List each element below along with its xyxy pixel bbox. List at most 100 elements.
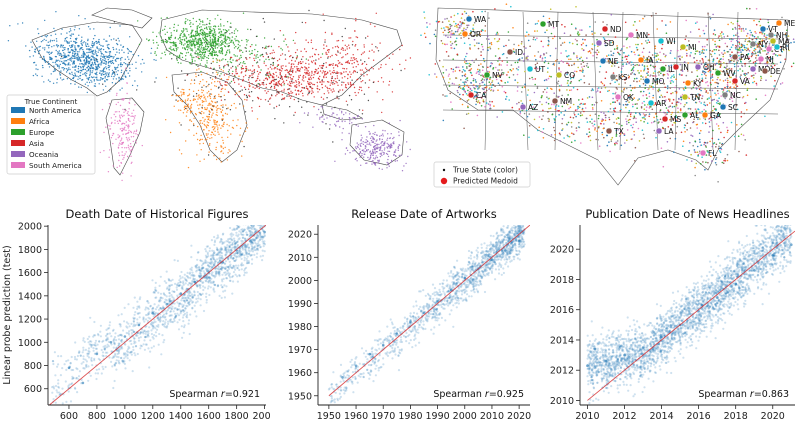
map-point — [401, 170, 404, 172]
map-point — [169, 53, 171, 55]
map-point — [281, 68, 284, 70]
map-point — [715, 45, 718, 48]
map-point — [483, 59, 485, 62]
map-point — [281, 90, 283, 92]
map-point — [317, 88, 319, 90]
map-point — [189, 47, 191, 49]
map-point — [755, 23, 758, 26]
map-point — [296, 69, 299, 72]
map-point — [452, 68, 455, 71]
map-point — [193, 82, 196, 85]
map-point — [726, 77, 729, 80]
map-point — [235, 60, 237, 62]
map-point — [192, 23, 194, 25]
map-point — [314, 53, 316, 55]
map-point — [115, 71, 117, 73]
map-point — [654, 47, 657, 50]
map-point — [405, 162, 407, 165]
map-point — [753, 19, 755, 22]
map-point — [447, 27, 450, 29]
map-point — [515, 67, 518, 70]
map-point — [749, 29, 751, 32]
map-point — [617, 51, 619, 54]
map-point — [233, 44, 235, 46]
map-point — [178, 149, 181, 151]
map-point — [493, 105, 495, 107]
map-point — [199, 143, 201, 145]
map-point — [484, 25, 487, 27]
map-point — [355, 157, 357, 160]
map-point — [748, 61, 750, 63]
map-point — [195, 73, 197, 75]
map-point — [168, 37, 170, 39]
map-point — [184, 107, 187, 110]
map-point — [210, 103, 212, 105]
map-point — [621, 56, 624, 59]
map-point — [339, 109, 341, 111]
map-point — [270, 87, 272, 89]
map-point — [241, 89, 243, 91]
map-point — [194, 37, 196, 39]
map-point — [462, 81, 464, 84]
map-point — [336, 82, 338, 84]
map-point — [594, 32, 596, 34]
map-point — [317, 91, 319, 93]
map-point — [71, 33, 73, 35]
map-point — [57, 51, 59, 53]
map-point — [393, 151, 395, 153]
map-point — [141, 58, 144, 61]
map-point — [470, 72, 472, 74]
map-point — [224, 45, 227, 48]
map-point — [680, 98, 683, 101]
map-point — [327, 87, 329, 90]
map-point — [752, 81, 754, 84]
map-point — [221, 39, 223, 42]
map-point — [66, 32, 68, 34]
map-point — [230, 41, 232, 43]
map-point — [597, 51, 600, 53]
map-point — [112, 132, 114, 135]
map-point — [203, 27, 206, 30]
map-point — [768, 37, 770, 40]
map-point — [765, 79, 767, 81]
map-point — [241, 155, 243, 157]
map-point — [191, 110, 193, 113]
map-point — [561, 23, 563, 26]
map-point — [234, 55, 236, 57]
map-point — [351, 84, 353, 86]
map-point — [295, 71, 297, 73]
map-point — [92, 64, 95, 66]
map-point — [727, 59, 730, 61]
map-point — [346, 48, 348, 50]
map-point — [262, 55, 264, 58]
map-point — [224, 88, 226, 91]
map-point — [116, 166, 118, 169]
map-point — [472, 97, 475, 99]
map-point — [467, 62, 469, 65]
map-point — [483, 87, 486, 89]
map-point — [466, 67, 468, 70]
map-point — [219, 28, 221, 30]
map-point — [366, 143, 368, 145]
map-point — [208, 115, 210, 118]
map-point — [188, 94, 190, 97]
map-point — [51, 51, 53, 53]
map-point — [772, 28, 775, 31]
map-point — [523, 86, 526, 88]
map-point — [202, 29, 204, 32]
map-point — [223, 65, 225, 68]
map-point — [227, 107, 229, 109]
map-point — [705, 74, 707, 77]
map-point — [629, 84, 632, 87]
map-point — [87, 43, 89, 45]
map-point — [127, 72, 129, 74]
legend-label: Africa — [29, 117, 50, 126]
map-point — [121, 143, 123, 145]
map-point — [496, 74, 499, 76]
map-point — [783, 42, 786, 45]
map-point — [448, 31, 451, 33]
map-point — [230, 39, 233, 42]
map-point — [763, 34, 766, 37]
map-point — [364, 82, 367, 84]
map-point — [643, 100, 645, 103]
